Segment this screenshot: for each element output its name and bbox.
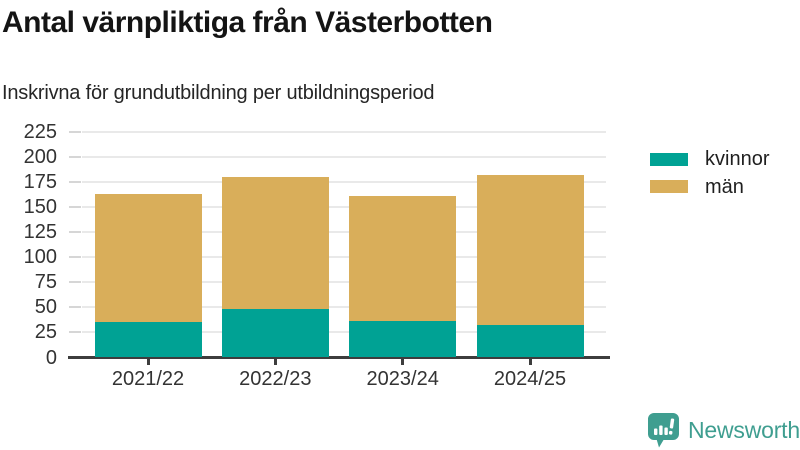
gridline (81, 130, 606, 133)
y-axis-label: 225 (23, 120, 57, 143)
chart-title: Antal värnpliktiga från Västerbotten (2, 6, 493, 39)
x-axis-label: 2022/23 (239, 368, 312, 390)
y-axis-tick (68, 155, 81, 158)
y-axis-tick (68, 331, 81, 334)
y-axis-label: 200 (23, 145, 57, 168)
x-axis-tick (401, 359, 405, 366)
legend-item: kvinnor (650, 146, 769, 172)
gridline (81, 155, 606, 158)
newsworthy-logo-text: Newsworthy (688, 417, 800, 443)
newsworthy-logo: Newsworthy (646, 412, 800, 449)
y-axis-tick (68, 256, 81, 259)
legend-item: män (650, 174, 744, 200)
y-axis-tick (68, 306, 81, 309)
x-axis-tick (528, 359, 532, 366)
y-axis-label: 125 (23, 221, 57, 244)
gridline (81, 231, 606, 234)
y-axis-label: 75 (34, 271, 57, 294)
y-axis-tick (68, 281, 81, 284)
bar-segment-man (221, 176, 329, 310)
x-axis-label: 2021/22 (111, 368, 185, 390)
gridline (81, 281, 606, 284)
legend-swatch-kvinnor (650, 152, 688, 166)
x-axis-tick (273, 359, 277, 366)
y-axis-tick (68, 180, 81, 183)
y-axis-label: 25 (34, 321, 57, 344)
y-axis-label: 175 (23, 170, 57, 193)
legend-label: män (705, 175, 744, 198)
gridline (81, 256, 606, 259)
bar-segment-kvinnor (349, 321, 457, 358)
bar-segment-kvinnor (94, 322, 202, 358)
y-axis-tick (68, 130, 81, 133)
y-axis-label: 50 (34, 296, 57, 319)
x-axis-label: 2024/25 (493, 368, 567, 390)
y-axis-label: 150 (23, 196, 57, 219)
y-axis-tick (68, 231, 81, 234)
chart-subtitle: Inskrivna för grundutbildning per utbild… (2, 82, 435, 104)
y-axis-label: 0 (45, 346, 57, 369)
gridline (81, 306, 606, 309)
bar-segment-man (476, 174, 584, 326)
bar-segment-man (94, 193, 202, 323)
legend-swatch-man (650, 180, 688, 193)
x-axis-label: 2023/24 (366, 368, 439, 390)
bar-segment-kvinnor (476, 325, 584, 358)
gridline (81, 180, 606, 183)
newsworthy-speech-bubble-bar-chart-icon (648, 413, 679, 448)
x-axis-line (68, 356, 610, 360)
bar-segment-kvinnor (221, 309, 329, 358)
legend-label: kvinnor (705, 148, 770, 170)
y-axis-tick (68, 206, 81, 209)
gridline (81, 331, 606, 334)
gridline (81, 206, 606, 209)
y-axis-label: 100 (23, 246, 57, 269)
x-axis-tick (146, 359, 150, 366)
bar-segment-man (349, 195, 457, 322)
